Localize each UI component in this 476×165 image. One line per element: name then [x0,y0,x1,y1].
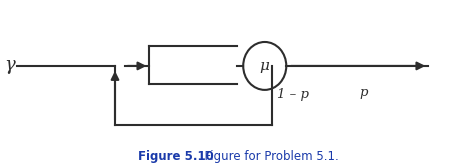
Text: 1 – p: 1 – p [277,88,309,101]
Text: Figure for Problem 5.1.: Figure for Problem 5.1. [197,150,338,163]
Text: p: p [359,85,367,99]
Text: μ: μ [259,59,269,73]
Text: Figure 5.10: Figure 5.10 [138,150,213,163]
Text: γ: γ [4,56,15,74]
